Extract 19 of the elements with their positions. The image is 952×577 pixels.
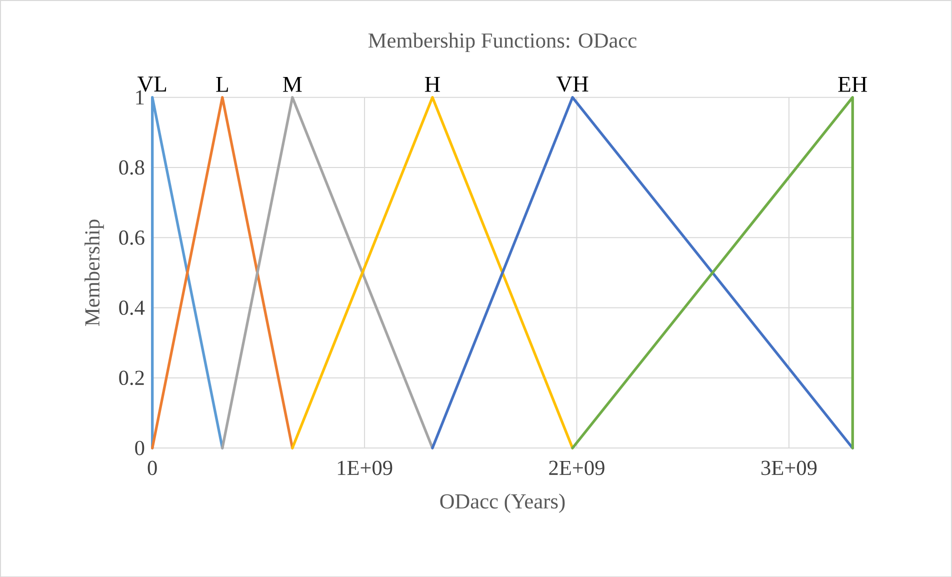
chart-title: Membership Functions: ODacc [368,32,636,52]
x-tick-label: 2E+09 [549,460,604,475]
y-tick-label: 0.8 [119,160,144,175]
y-axis-title: Membership [84,219,104,326]
x-tick-label: 3E+09 [761,460,817,475]
y-tick-label: 0 [135,440,144,456]
y-tick-label: 0.6 [119,230,144,245]
x-tick-label: 0 [148,460,157,475]
series-label: L [216,76,228,92]
series-label: M [282,76,302,92]
series-label: VL [138,76,166,92]
x-tick-label: 1E+09 [338,460,392,475]
y-tick-label: 0.2 [119,370,144,385]
series-label: VH [556,76,588,92]
x-axis-title: ODacc (Years) [440,493,565,513]
y-tick-label: 1 [136,90,144,104]
series-label: H [424,76,440,92]
y-tick-label: 0.4 [119,300,145,315]
series-label: EH [838,76,868,92]
